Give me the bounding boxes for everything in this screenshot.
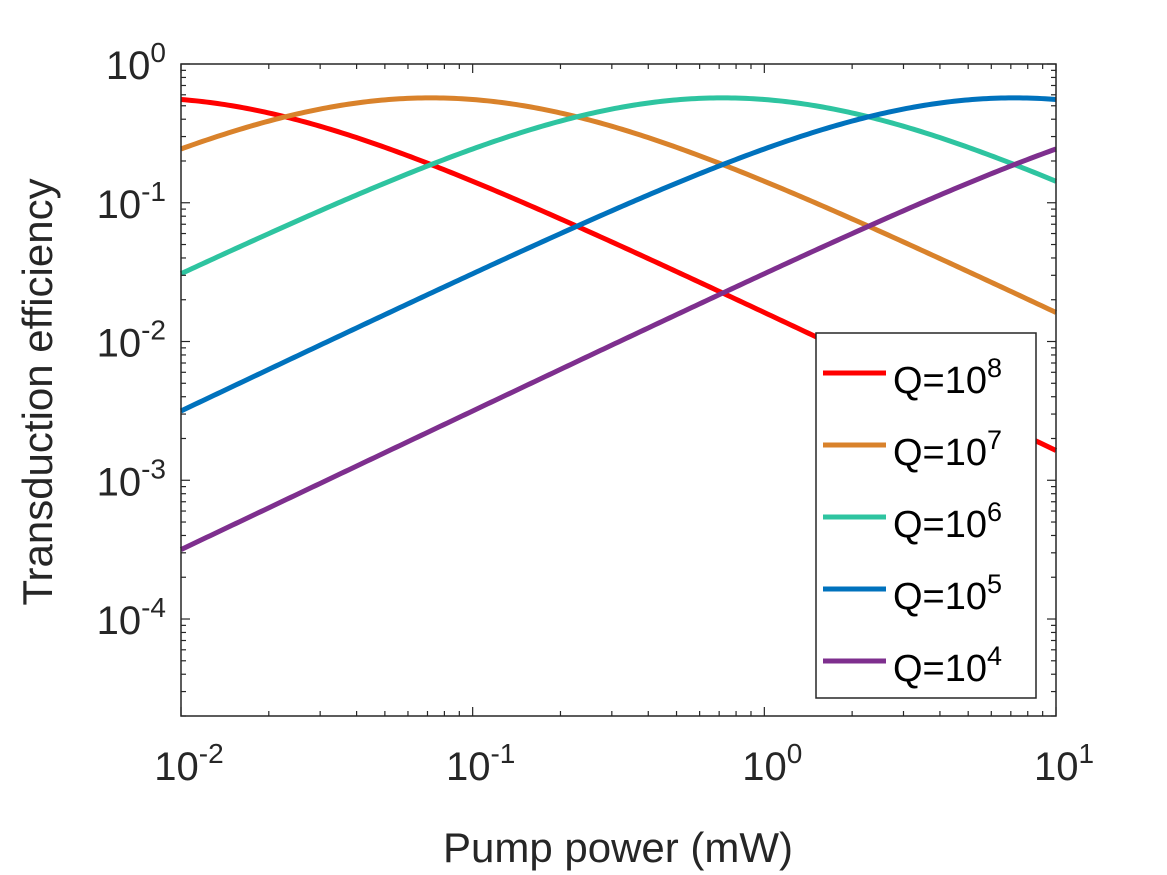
x-tick-label-base: 10	[446, 745, 491, 789]
x-tick-label: 101	[1034, 738, 1094, 789]
legend-label-exponent: 4	[987, 641, 1002, 671]
legend-label-2: Q=107	[893, 425, 1002, 474]
x-tick-label: 10-2	[154, 738, 223, 789]
y-tick-label-base: 10	[97, 460, 142, 504]
legend-label-5: Q=104	[893, 641, 1002, 690]
axes-layer	[180, 63, 1057, 717]
x-tick-labels: 10-2 10-1 100 101	[154, 738, 1094, 789]
x-tick-label-base: 10	[154, 745, 199, 789]
x-tick-label-exponent: 0	[787, 738, 803, 769]
series-line-3	[179, 95, 1057, 276]
series-line-5	[179, 146, 1057, 552]
y-tick-label-exponent: -3	[141, 453, 166, 484]
series-line-2	[180, 95, 1058, 315]
x-tick-label-base: 10	[1034, 745, 1079, 789]
legend-label-1: Q=108	[893, 353, 1002, 402]
legend-label-base: Q=10	[893, 360, 987, 402]
y-tick-label-base: 10	[97, 322, 142, 366]
legend-label-exponent: 8	[987, 353, 1002, 383]
x-tick-label: 100	[742, 738, 802, 789]
y-tick-label-base: 10	[97, 183, 142, 227]
y-tick-label: 10-2	[97, 315, 166, 366]
y-axis-label: Transduction efficiency	[14, 178, 61, 605]
y-tick-label-exponent: -4	[141, 592, 166, 623]
x-tick-label: 10-1	[446, 738, 515, 789]
axes-box	[180, 63, 1057, 717]
legend-label-base: Q=10	[893, 504, 987, 546]
x-tick-label-exponent: 1	[1078, 738, 1094, 769]
y-tick-label-exponent: -1	[141, 176, 166, 207]
ticks-layer	[180, 63, 1057, 717]
y-tick-label-base: 10	[97, 599, 142, 643]
series-layer	[179, 95, 1058, 552]
legend-label-3: Q=106	[893, 497, 1002, 546]
y-tick-label-base: 10	[106, 44, 151, 88]
legend-label-exponent: 5	[987, 569, 1002, 599]
legend-label-base: Q=10	[893, 432, 987, 474]
y-tick-label-exponent: 0	[150, 37, 166, 68]
y-tick-label: 100	[106, 37, 166, 88]
legend-label-exponent: 7	[987, 425, 1002, 455]
x-tick-label-exponent: -2	[199, 738, 224, 769]
legend-label-exponent: 6	[987, 497, 1002, 527]
legend-label-4: Q=105	[893, 569, 1002, 618]
y-tick-label: 10-1	[97, 176, 166, 227]
legend-label-base: Q=10	[893, 576, 987, 618]
series-line-4	[179, 95, 1057, 414]
x-axis-label: Pump power (mW)	[443, 824, 793, 871]
legend-label-base: Q=10	[893, 648, 987, 690]
y-tick-label-exponent: -2	[141, 315, 166, 346]
x-tick-label-base: 10	[742, 745, 787, 789]
y-tick-label: 10-4	[97, 592, 166, 643]
y-tick-label: 10-3	[97, 453, 166, 504]
x-tick-label-exponent: -1	[490, 738, 515, 769]
